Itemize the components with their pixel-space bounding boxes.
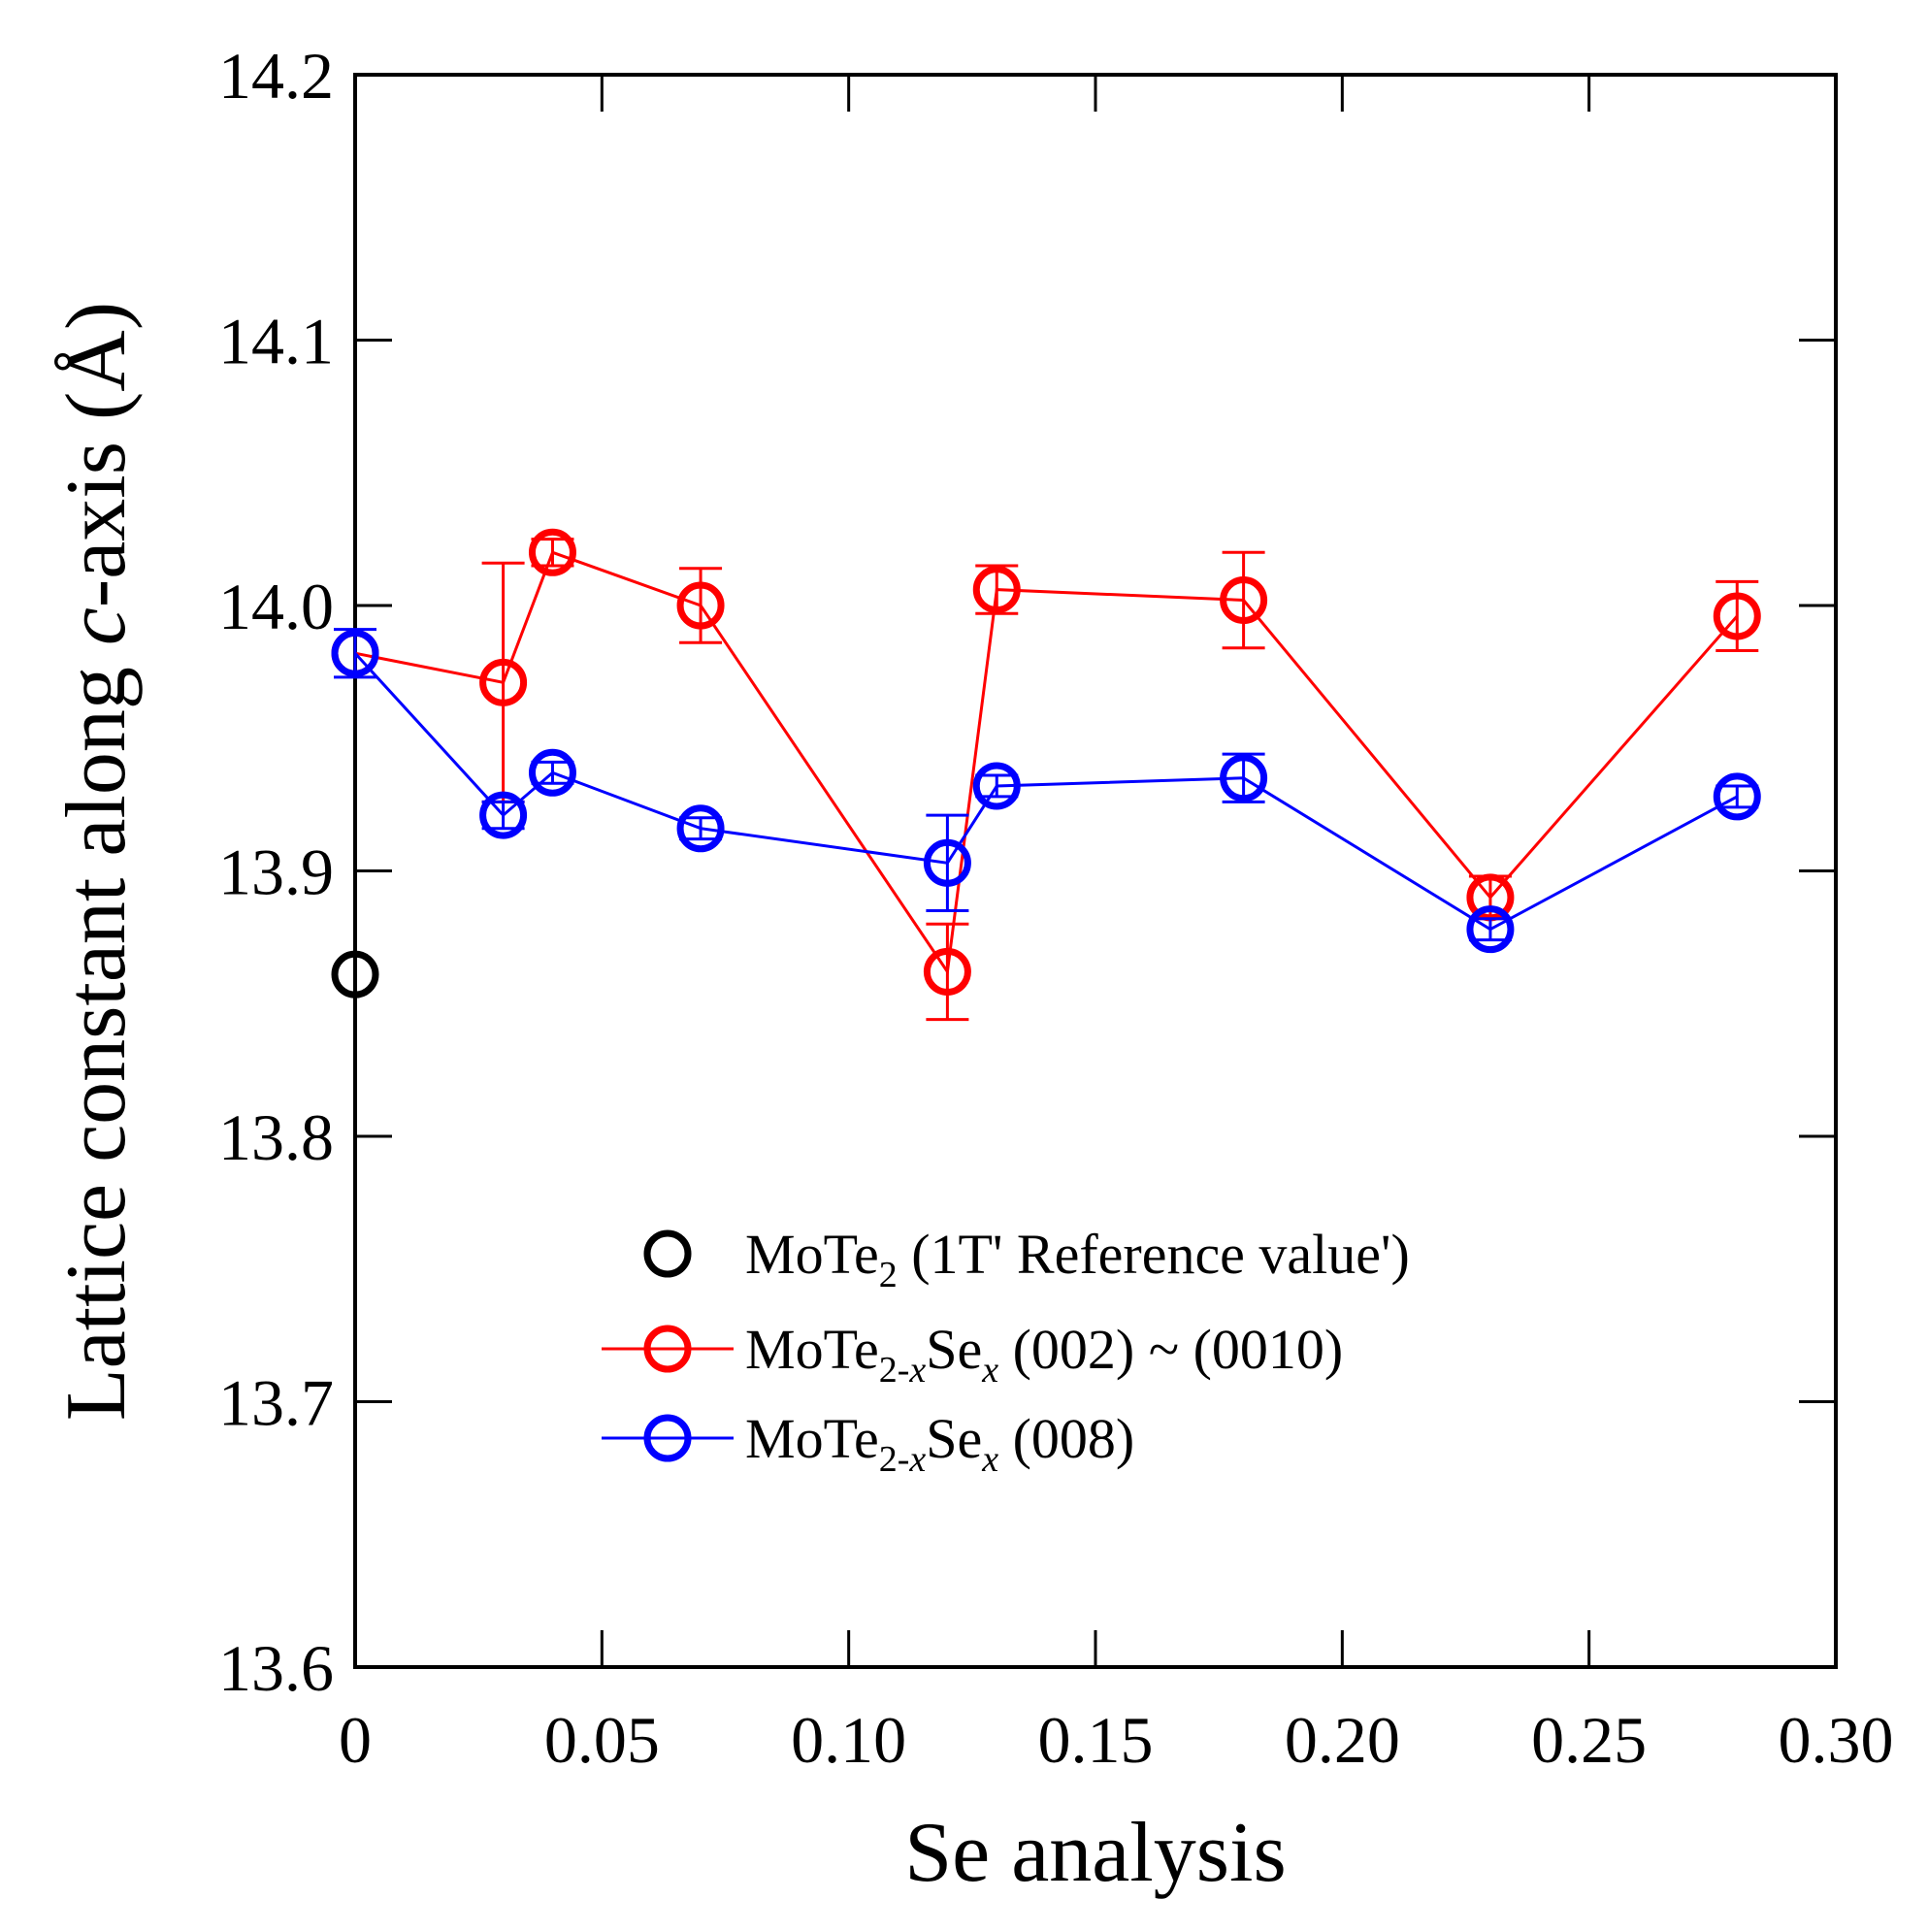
legend-item-blue: MoTe2-xSex (008) xyxy=(602,1407,1134,1480)
legend-label: MoTe2-xSex (002) ~ (0010) xyxy=(745,1318,1343,1391)
y-tick-label: 13.6 xyxy=(218,1631,334,1705)
series-ref xyxy=(331,950,379,999)
series-blue xyxy=(331,628,1761,954)
legend-label: MoTe2 (1T' Reference value') xyxy=(745,1223,1410,1295)
legend-item-ref: MoTe2 (1T' Reference value') xyxy=(643,1223,1410,1295)
legend-marker xyxy=(643,1325,692,1373)
y-axis-title-after: -axis (Å) xyxy=(49,302,144,607)
x-tick-label: 0.05 xyxy=(544,1703,660,1777)
data-point-blue xyxy=(923,838,971,887)
series-layer xyxy=(331,528,1761,1022)
x-tick-label: 0.15 xyxy=(1038,1703,1154,1777)
data-point-blue xyxy=(1466,905,1515,954)
data-point-red xyxy=(676,581,725,630)
data-point-blue xyxy=(1713,772,1761,821)
data-point-red xyxy=(972,566,1021,614)
legend-marker xyxy=(643,1229,692,1278)
x-axis-title: Se analysis xyxy=(904,1806,1287,1900)
y-tick-label: 14.1 xyxy=(218,305,334,378)
data-point-blue xyxy=(1220,754,1268,802)
y-axis-title: Lattice constant along c-axis (Å) xyxy=(49,302,144,1421)
data-point-blue xyxy=(972,762,1021,810)
legend-marker xyxy=(643,1414,692,1462)
x-tick-label: 0.10 xyxy=(791,1703,906,1777)
y-tick-label: 14.2 xyxy=(218,39,334,113)
data-point-ref xyxy=(331,950,379,999)
data-point-red xyxy=(479,658,528,706)
y-tick-label: 14.0 xyxy=(218,570,334,643)
data-point-red xyxy=(528,528,576,576)
data-point-red xyxy=(923,947,971,996)
y-tick-label: 13.8 xyxy=(218,1100,334,1174)
data-point-red xyxy=(1713,592,1761,640)
series-red xyxy=(331,528,1761,1022)
data-point-blue xyxy=(528,748,576,797)
data-point-red xyxy=(1220,576,1268,625)
x-tick-label: 0 xyxy=(339,1703,372,1777)
y-axis-title-before: Lattice constant along xyxy=(49,645,144,1421)
x-tick-label: 0.25 xyxy=(1531,1703,1647,1777)
data-point-blue xyxy=(676,804,725,853)
y-tick-label: 13.9 xyxy=(218,835,334,909)
x-tick-label: 0.20 xyxy=(1285,1703,1400,1777)
legend-item-red: MoTe2-xSex (002) ~ (0010) xyxy=(602,1318,1343,1391)
data-point-blue xyxy=(331,629,379,677)
x-tick-label: 0.30 xyxy=(1779,1703,1894,1777)
y-tick-label: 13.7 xyxy=(218,1366,334,1440)
y-axis-title-italic: c xyxy=(49,607,144,645)
plot-frame xyxy=(353,73,1838,1669)
data-point-blue xyxy=(479,791,528,839)
tick-labels: 0 0.05 0.10 0.15 0.20 0.25 0.30 13.6 13.7 13.8 13.… xyxy=(218,39,1894,1777)
legend: MoTe2 (1T' Reference value') MoTe2-xSex (… xyxy=(602,1223,1410,1480)
legend-label: MoTe2-xSex (008) xyxy=(745,1407,1134,1480)
